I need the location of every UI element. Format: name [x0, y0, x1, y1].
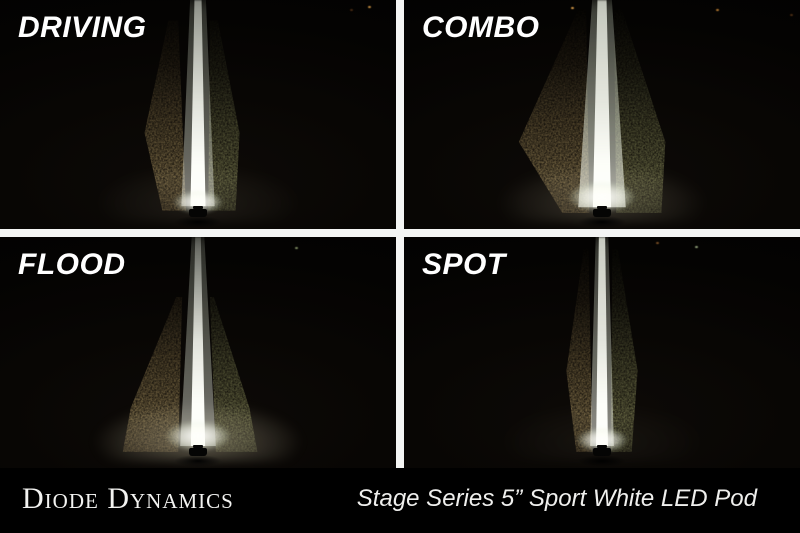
beam-label-driving: DRIVING — [18, 11, 147, 44]
driving-horizon-lights — [0, 0, 3, 2]
flood-led-pod-silhouette — [174, 445, 222, 467]
panel-driving: DRIVING — [0, 0, 396, 229]
spot-horizon-lights — [404, 237, 407, 239]
combo-beam-core — [592, 0, 612, 208]
beam-grid: DRIVING COMBO FLOOD — [0, 0, 800, 468]
panel-spot: SPOT — [404, 237, 800, 468]
spot-beam-core — [596, 237, 608, 447]
beam-label-spot: SPOT — [422, 248, 506, 281]
brand-wordmark: Diode Dynamics — [22, 481, 234, 515]
driving-beam-core — [190, 0, 206, 207]
combo-led-pod-silhouette — [578, 206, 626, 229]
beam-label-flood: FLOOD — [18, 248, 126, 281]
beam-label-combo: COMBO — [422, 11, 540, 44]
panel-flood: FLOOD — [0, 237, 396, 468]
combo-horizon-lights — [404, 0, 407, 2]
flood-beam-core — [190, 237, 206, 447]
spot-led-pod-silhouette — [578, 445, 626, 467]
product-caption: Stage Series 5” Sport White LED Pod — [356, 484, 757, 512]
footer-bar: Diode Dynamics Stage Series 5” Sport Whi… — [0, 468, 800, 533]
flood-horizon-lights — [0, 237, 3, 239]
panel-combo: COMBO — [404, 0, 800, 229]
driving-led-pod-silhouette — [174, 206, 222, 229]
